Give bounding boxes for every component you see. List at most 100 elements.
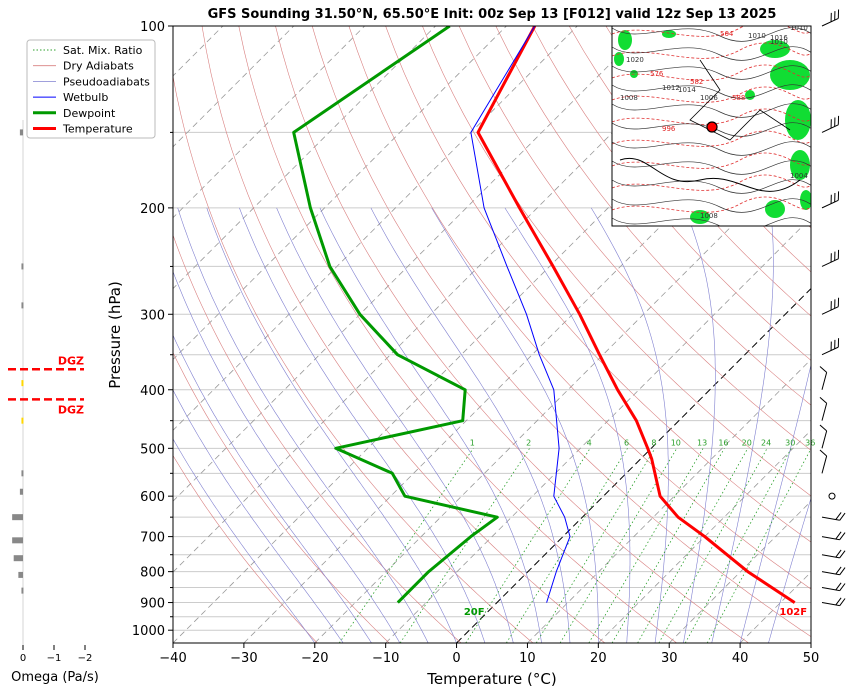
mixing-ratio-label: 10 bbox=[671, 438, 681, 447]
omega-bar bbox=[21, 380, 23, 386]
omega-bar bbox=[14, 555, 23, 561]
legend-label: Dewpoint bbox=[63, 107, 116, 120]
wind-barb bbox=[814, 450, 827, 473]
wind-barb-staff bbox=[822, 259, 838, 267]
omega-tick-label: −2 bbox=[78, 653, 93, 664]
omega-bar bbox=[20, 129, 23, 135]
isotherm-line bbox=[811, 26, 850, 643]
inset-contour-label: 1010 bbox=[790, 24, 808, 32]
mixing-ratio-line bbox=[589, 448, 703, 643]
wind-barb-flag bbox=[819, 366, 828, 372]
pseudoadiabat-line bbox=[432, 208, 599, 643]
omega-bar bbox=[21, 418, 23, 424]
wind-barb-staff bbox=[822, 347, 838, 355]
y-tick-label: 200 bbox=[140, 202, 165, 217]
surface-temp-label: 102F bbox=[779, 607, 807, 618]
y-tick-label: 700 bbox=[140, 531, 165, 546]
legend-label: Sat. Mix. Ratio bbox=[63, 44, 143, 57]
wind-barb-staff bbox=[822, 200, 838, 208]
pseudoadiabat-line bbox=[505, 208, 630, 643]
inset-location-marker bbox=[707, 122, 717, 132]
pseudoadiabat-line bbox=[84, 208, 315, 643]
y-tick-label: 1000 bbox=[132, 624, 165, 639]
mixing-ratio-label: 4 bbox=[587, 438, 592, 447]
x-tick-label: −30 bbox=[230, 651, 257, 666]
x-tick-label: 0 bbox=[452, 651, 460, 666]
mixing-ratio-label: 24 bbox=[761, 438, 771, 447]
mixing-ratio-line bbox=[685, 448, 791, 643]
y-tick-label: 500 bbox=[140, 442, 165, 457]
dgz-label-top: DGZ bbox=[58, 354, 84, 367]
wind-barb bbox=[814, 366, 827, 389]
omega-bar bbox=[21, 302, 23, 308]
wind-barb-flag bbox=[819, 450, 828, 456]
inset-contour-label: 996 bbox=[662, 125, 676, 133]
inset-contour-label: 588 bbox=[732, 94, 745, 102]
wind-barb-staff bbox=[822, 307, 838, 315]
omega-tick-label: −1 bbox=[47, 653, 62, 664]
inset-contour-label: 576 bbox=[650, 70, 664, 78]
pseudoadiabat-line bbox=[277, 208, 514, 643]
x-tick-label: 10 bbox=[519, 651, 536, 666]
wind-barb bbox=[822, 580, 845, 592]
y-tick-label: 600 bbox=[140, 490, 165, 505]
wind-barb-flag bbox=[819, 425, 828, 431]
wind-barb bbox=[822, 595, 845, 607]
inset-precip-area bbox=[785, 100, 811, 140]
inset-contour-label: 1004 bbox=[790, 172, 808, 180]
wind-barb-staff bbox=[822, 372, 827, 389]
omega-axis-label: Omega (Pa/s) bbox=[11, 670, 99, 685]
omega-tick-label: 0 bbox=[20, 653, 26, 664]
wind-barb-staff bbox=[822, 403, 827, 420]
omega-bar bbox=[21, 470, 23, 476]
wind-barb-flag bbox=[835, 191, 842, 200]
inset-contour-label: 1020 bbox=[626, 56, 644, 64]
mixing-ratio-label: 30 bbox=[785, 438, 795, 447]
x-tick-label: 40 bbox=[732, 651, 749, 666]
mixing-ratio-label: 8 bbox=[651, 438, 656, 447]
dry-adiabat-line bbox=[239, 26, 677, 643]
mixing-ratio-line bbox=[339, 448, 473, 643]
wind-barb-calm bbox=[829, 493, 835, 499]
omega-bar bbox=[12, 537, 23, 543]
mixing-ratio-label: 20 bbox=[742, 438, 752, 447]
wind-barb bbox=[819, 116, 842, 133]
wind-barb bbox=[819, 298, 842, 315]
inset-contour-label: 1014 bbox=[678, 86, 696, 94]
inset-precip-area bbox=[770, 60, 810, 90]
omega-bar bbox=[21, 263, 23, 269]
wind-barb-staff bbox=[822, 18, 838, 26]
wind-barb bbox=[819, 250, 842, 267]
pseudoadiabat-line bbox=[769, 208, 850, 643]
wind-barb bbox=[819, 338, 842, 355]
y-tick-label: 900 bbox=[140, 597, 165, 612]
legend-label: Pseudoadiabats bbox=[63, 75, 150, 88]
legend-label: Dry Adiabats bbox=[63, 60, 134, 73]
x-tick-label: −20 bbox=[301, 651, 328, 666]
wind-barb-flag bbox=[835, 9, 842, 18]
wind-barb-flag bbox=[835, 338, 842, 347]
wind-barb bbox=[819, 9, 842, 26]
pseudoadiabat-line bbox=[239, 208, 485, 643]
wind-barb bbox=[822, 529, 845, 541]
y-tick-label: 300 bbox=[140, 308, 165, 323]
dry-adiabat-line bbox=[129, 26, 462, 643]
mixing-ratio-label: 6 bbox=[624, 438, 629, 447]
inset-precip-area bbox=[745, 90, 755, 100]
wind-barb-flag bbox=[835, 298, 842, 307]
x-tick-label: 20 bbox=[590, 651, 607, 666]
x-tick-label: −40 bbox=[159, 651, 186, 666]
inset-contour-label: 582 bbox=[690, 78, 703, 86]
legend-label: Temperature bbox=[62, 123, 133, 136]
mixing-ratio-line bbox=[560, 448, 677, 643]
omega-bar bbox=[20, 489, 23, 495]
wind-barb-flag bbox=[819, 397, 828, 403]
wind-barb-staff bbox=[822, 431, 827, 448]
y-axis-label: Pressure (hPa) bbox=[106, 281, 124, 389]
wind-barb bbox=[819, 191, 842, 208]
